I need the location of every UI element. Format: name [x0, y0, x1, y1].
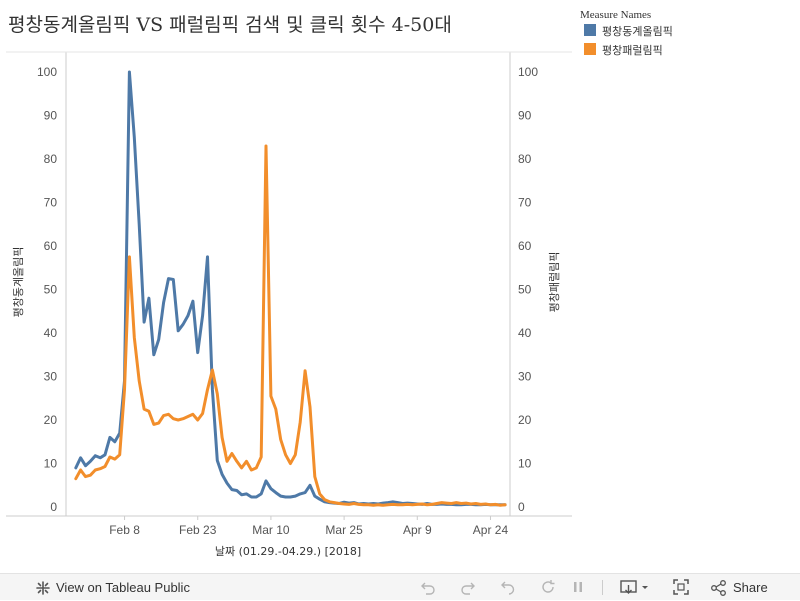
- legend-label-olympic[interactable]: 평창동계올림픽: [602, 25, 673, 38]
- y-tick-label-left: 100: [37, 65, 57, 79]
- toolbar-separator: [602, 580, 603, 595]
- x-axis-title: 날짜 (01.29.-04.29.) [2018]: [215, 545, 361, 558]
- download-icon[interactable]: [620, 579, 652, 597]
- y-tick-label-left: 70: [44, 196, 58, 210]
- y-tick-label-left: 30: [44, 370, 58, 384]
- share-button[interactable]: Share: [710, 574, 768, 601]
- legend-swatch-paralympic[interactable]: [584, 43, 596, 55]
- redo-icon[interactable]: [460, 579, 476, 595]
- y-tick-label-right: 70: [518, 196, 532, 210]
- y-tick-label-left: 90: [44, 109, 58, 123]
- right-axis: 0 10 20 30 40 50 60 70 80 90 100: [518, 65, 538, 514]
- x-tick-label: Feb 8: [109, 523, 140, 537]
- tableau-logo-icon: [36, 580, 50, 595]
- y-tick-label-left: 50: [44, 283, 58, 297]
- chart: 평창동계올림픽 VS 패럴림픽 검색 및 클릭 횟수 4-50대 0 10 20 30…: [6, 9, 673, 558]
- x-tick-label: Mar 25: [325, 523, 363, 537]
- y-tick-label-right: 0: [518, 500, 525, 514]
- y-tick-label-left: 0: [50, 500, 57, 514]
- legend: Measure Names 평창동계올림픽 평창패럴림픽: [580, 9, 673, 57]
- y-tick-label-right: 40: [518, 326, 532, 340]
- x-axis: Feb 8 Feb 23 Mar 10 Mar 25 Apr 9 Apr 24: [109, 516, 508, 537]
- y-tick-label-right: 80: [518, 152, 532, 166]
- y-tick-label-left: 10: [44, 457, 58, 471]
- y-tick-label-right: 20: [518, 413, 532, 427]
- series-layer: [74, 70, 507, 507]
- undo-icon[interactable]: [420, 579, 436, 595]
- y-tick-label-left: 40: [44, 326, 58, 340]
- y-tick-label-right: 60: [518, 239, 532, 253]
- y-tick-label-left: 60: [44, 239, 58, 253]
- legend-label-paralympic[interactable]: 평창패럴림픽: [602, 44, 663, 57]
- legend-swatch-olympic[interactable]: [584, 24, 596, 36]
- tableau-toolbar: View on Tableau Public Share: [0, 573, 800, 600]
- y-tick-label-right: 100: [518, 65, 538, 79]
- x-tick-label: Feb 23: [179, 523, 217, 537]
- y-tick-label-left: 20: [44, 413, 58, 427]
- share-label: Share: [733, 580, 768, 595]
- revert-icon[interactable]: [500, 579, 516, 595]
- y-tick-label-right: 90: [518, 109, 532, 123]
- chart-title: 평창동계올림픽 VS 패럴림픽 검색 및 클릭 횟수 4-50대: [8, 14, 452, 36]
- series-line-olympic: [74, 70, 507, 507]
- y-tick-label-right: 30: [518, 370, 532, 384]
- share-icon: [711, 579, 726, 596]
- x-tick-label: Apr 24: [473, 523, 509, 537]
- x-tick-label: Apr 9: [403, 523, 432, 537]
- refresh-icon[interactable]: [540, 579, 556, 595]
- y-tick-label-right: 10: [518, 457, 532, 471]
- view-on-tableau-link[interactable]: View on Tableau Public: [34, 574, 190, 601]
- y-axis-title-left: 평창동계올림픽: [12, 247, 25, 318]
- pause-icon[interactable]: [570, 579, 586, 595]
- left-axis: 0 10 20 30 40 50 60 70 80 90 100: [37, 65, 57, 514]
- fullscreen-icon[interactable]: [672, 578, 690, 596]
- legend-title: Measure Names: [580, 9, 651, 21]
- series-line-paralympic: [74, 144, 507, 507]
- view-on-tableau-label: View on Tableau Public: [56, 580, 190, 595]
- y-tick-label-right: 50: [518, 283, 532, 297]
- y-tick-label-left: 80: [44, 152, 58, 166]
- x-tick-label: Mar 10: [252, 523, 290, 537]
- y-axis-title-right: 평창패럴림픽: [548, 252, 561, 313]
